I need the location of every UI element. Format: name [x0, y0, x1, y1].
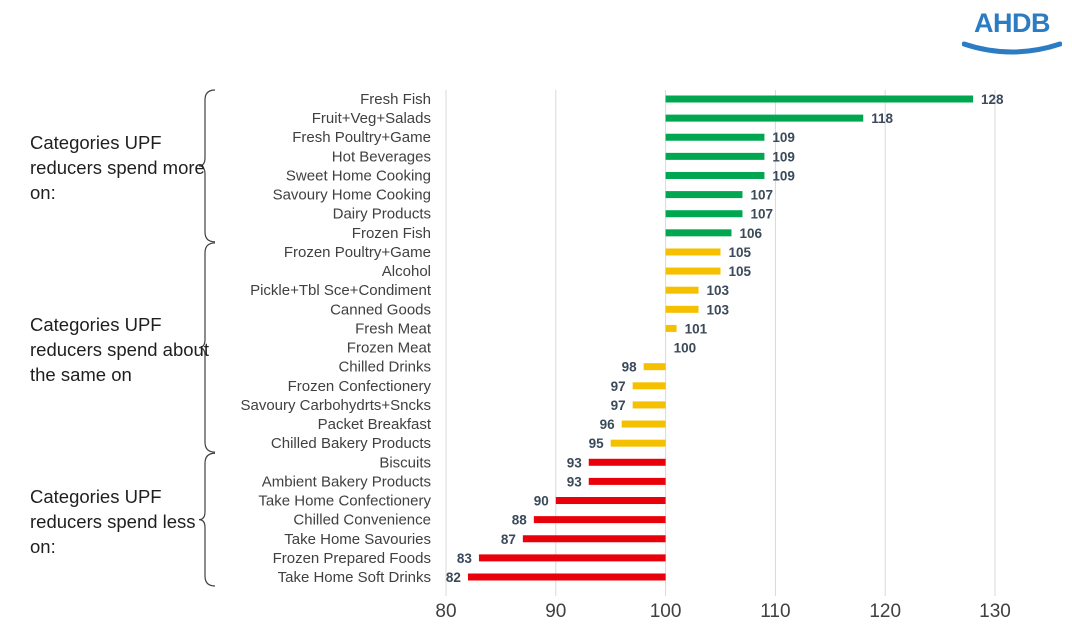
value-label: 97: [611, 398, 626, 413]
value-label: 95: [589, 436, 605, 451]
bar: [665, 114, 864, 122]
category-label: Hot Beverages: [332, 148, 431, 165]
category-label: Dairy Products: [333, 206, 431, 223]
value-label: 96: [600, 417, 616, 432]
value-label: 118: [871, 111, 893, 126]
group-label: Categories UPF reducers spend less on:: [30, 486, 196, 558]
bar: [665, 171, 765, 179]
bar: [665, 305, 699, 313]
x-tick-label: 130: [979, 601, 1011, 622]
group-brace: [198, 452, 216, 587]
x-tick-label: 120: [869, 601, 901, 622]
bar: [533, 516, 666, 524]
bar: [665, 152, 765, 160]
value-label: 90: [534, 494, 549, 509]
category-label: Alcohol: [382, 263, 431, 280]
ahdb-logo: AHDB: [962, 8, 1062, 58]
category-label: Fresh Poultry+Game: [292, 129, 431, 146]
bar: [588, 477, 666, 485]
category-label: Savoury Home Cooking: [273, 187, 431, 204]
group-label: Categories UPF reducers spend more on:: [30, 132, 205, 204]
bars: [467, 95, 974, 581]
category-label: Frozen Poultry+Game: [284, 244, 431, 261]
category-label: Sweet Home Cooking: [286, 167, 431, 184]
bar: [621, 420, 666, 428]
x-tick-label: 90: [545, 601, 566, 622]
bar: [522, 535, 666, 543]
value-label: 106: [739, 226, 762, 241]
category-label: Biscuits: [379, 454, 431, 471]
value-label: 128: [981, 92, 1004, 107]
value-label: 105: [729, 264, 752, 279]
group-label: Categories UPF reducers spend about the …: [30, 314, 209, 386]
group-brace: [198, 89, 216, 243]
bar: [665, 133, 765, 141]
category-label: Take Home Confectionery: [258, 493, 431, 510]
value-label: 103: [707, 283, 730, 298]
category-label: Savoury Carbohydrts+Sncks: [240, 397, 431, 414]
value-label: 103: [707, 302, 730, 317]
value-labels: 128 118 109 109 109 107 107 106 105 105 103 103 101 1…: [446, 92, 1004, 585]
value-label: 109: [772, 149, 795, 164]
bar: [588, 458, 666, 466]
value-label: 109: [772, 168, 795, 183]
category-label: Chilled Bakery Products: [271, 435, 431, 452]
value-label: 109: [772, 130, 795, 145]
bar: [665, 286, 699, 294]
value-label: 101: [685, 321, 708, 336]
value-label: 107: [750, 188, 773, 203]
category-label: Frozen Fish: [352, 225, 431, 242]
category-label: Pickle+Tbl Sce+Condiment: [250, 282, 432, 299]
bar: [610, 439, 666, 447]
category-label: Frozen Confectionery: [288, 378, 432, 395]
bar: [665, 324, 677, 332]
category-label: Chilled Convenience: [293, 512, 431, 529]
x-tick-label: 100: [650, 601, 682, 622]
group-braces: [198, 89, 216, 587]
bar: [665, 210, 743, 218]
category-label: Take Home Savouries: [284, 531, 431, 548]
value-label: 105: [729, 245, 752, 260]
bar: [632, 401, 666, 409]
x-tick-label: 110: [760, 601, 790, 622]
category-label: Canned Goods: [330, 301, 431, 318]
gridlines: [445, 90, 996, 596]
value-label: 107: [750, 207, 773, 222]
x-tick-label: 80: [435, 601, 456, 622]
bar: [555, 497, 666, 505]
category-label: Packet Breakfast: [318, 416, 432, 433]
category-label: Fresh Meat: [355, 320, 432, 337]
group-brace: [198, 242, 216, 453]
value-label: 100: [674, 341, 697, 356]
category-label: Ambient Bakery Products: [262, 473, 431, 490]
bar: [632, 382, 666, 390]
category-label: Chilled Drinks: [338, 359, 431, 376]
value-label: 83: [457, 551, 473, 566]
logo-text: AHDB: [974, 8, 1051, 38]
bar: [467, 573, 666, 581]
bar: [643, 363, 666, 371]
category-label: Fresh Fish: [360, 91, 431, 108]
value-label: 82: [446, 570, 461, 585]
category-labels: Fresh Fish Fruit+Veg+Salads Fresh Poultry+…: [240, 91, 431, 586]
bar: [478, 554, 666, 562]
bar: [665, 229, 732, 237]
value-label: 98: [622, 360, 638, 375]
bar: [665, 248, 721, 256]
bar: [665, 191, 743, 199]
value-label: 97: [611, 379, 626, 394]
category-label: Frozen Prepared Foods: [273, 550, 431, 567]
value-label: 93: [567, 474, 583, 489]
value-label: 88: [512, 513, 528, 528]
value-label: 87: [501, 532, 516, 547]
bar: [665, 95, 974, 103]
x-axis-ticks: 80 90 100 110 120 130: [435, 601, 1010, 622]
category-label: Fruit+Veg+Salads: [312, 110, 431, 127]
value-label: 93: [567, 455, 583, 470]
category-label: Take Home Soft Drinks: [278, 569, 431, 586]
category-label: Frozen Meat: [347, 340, 432, 357]
bar: [665, 267, 721, 275]
